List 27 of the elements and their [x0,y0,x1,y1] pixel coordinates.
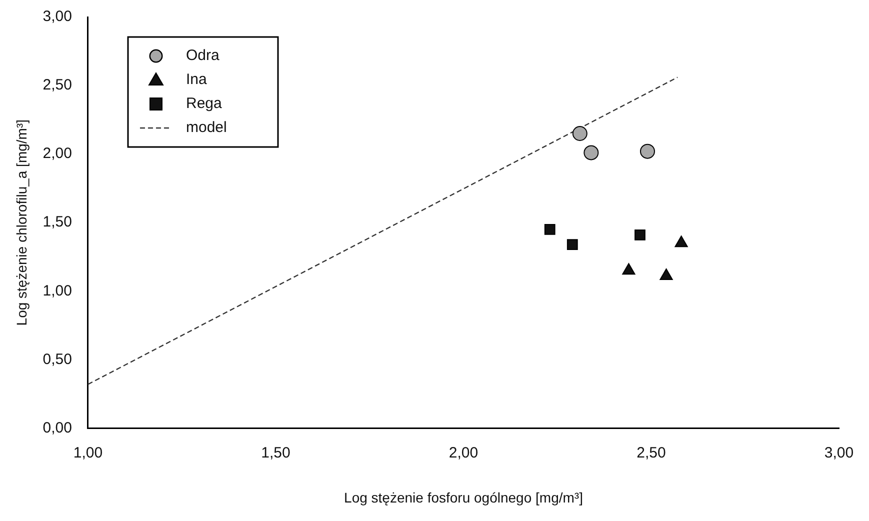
y-tick-label: 1,50 [42,214,72,231]
point [566,239,578,250]
point [584,145,599,160]
x-tick-label: 1,50 [261,444,290,462]
legend-label: Ina [186,71,208,88]
y-tick-label: 3,00 [42,8,72,26]
point [634,229,646,240]
y-tick-label: 0,50 [42,350,72,368]
point [660,268,673,280]
x-tick-label: 1,00 [73,444,103,462]
point [572,126,588,142]
y-tick-label: 2,50 [42,76,72,94]
point [674,236,688,248]
y-tick-label: 0,00 [42,419,72,436]
y-tick-label: 1,00 [42,282,72,300]
x-tick-label: 2,50 [636,444,666,462]
point [640,144,655,159]
x-tick-label: 2,00 [448,444,478,462]
x-tick-label: 3,00 [824,444,854,462]
legend-label: Odra [186,47,220,64]
y-tick-label: 2,00 [42,145,72,162]
y-axis-title: Log stężenie chlorofilu_a [mg/m³] [13,119,30,326]
point [622,263,636,275]
legend-label: model [186,119,227,136]
point [544,224,556,235]
legend-label: Rega [186,95,223,112]
x-axis-title: Log stężenie fosforu ogólnego [mg/m³] [344,489,583,506]
